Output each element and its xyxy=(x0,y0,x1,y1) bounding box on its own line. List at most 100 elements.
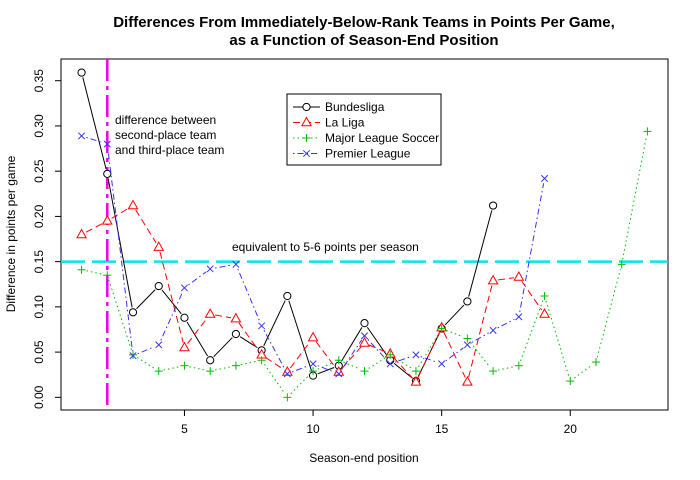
data-point xyxy=(103,271,111,279)
data-point xyxy=(516,314,522,320)
data-point xyxy=(78,266,86,274)
series-segment xyxy=(108,179,132,308)
data-point xyxy=(103,216,112,224)
legend-label: Bundesliga xyxy=(325,100,385,114)
y-tick-label: 0.15 xyxy=(32,250,46,274)
series-segment xyxy=(369,345,386,352)
series-segment xyxy=(289,301,312,371)
series-segment xyxy=(470,342,490,367)
series-segment xyxy=(341,327,362,361)
series-segment xyxy=(161,292,183,340)
data-point xyxy=(361,367,369,375)
data-point xyxy=(489,367,497,375)
y-axis: 0.000.050.100.150.200.250.300.35 xyxy=(32,69,61,409)
series-segment xyxy=(520,183,544,312)
data-point xyxy=(129,351,137,359)
hline-label: equivalent to 5-6 points per season xyxy=(232,240,419,254)
series-segment xyxy=(215,367,231,370)
y-tick-label: 0.10 xyxy=(32,295,46,319)
data-point xyxy=(464,298,471,305)
y-tick-label: 0.05 xyxy=(32,340,46,364)
data-point xyxy=(258,323,264,329)
data-point xyxy=(156,342,162,348)
x-tick-label: 10 xyxy=(306,422,320,436)
series-segment xyxy=(162,290,181,314)
series-segment xyxy=(264,364,284,393)
series-segment xyxy=(444,332,465,377)
series-segment xyxy=(83,77,106,169)
legend-marker xyxy=(303,103,310,110)
data-point xyxy=(515,362,523,370)
series-segment xyxy=(469,285,492,377)
series-la-liga xyxy=(77,201,549,386)
series-segment xyxy=(419,333,440,367)
vline-label-line-3: and third-place team xyxy=(115,143,224,157)
series-segment xyxy=(597,269,620,357)
y-tick-label: 0.00 xyxy=(32,385,46,409)
data-point xyxy=(206,309,215,317)
series-segment xyxy=(137,290,156,309)
series-segment xyxy=(264,330,285,369)
series-segment xyxy=(316,342,336,368)
series-segment xyxy=(86,271,102,274)
series-segment xyxy=(292,366,308,372)
series-segment xyxy=(498,319,515,328)
data-point xyxy=(284,292,291,299)
data-point xyxy=(566,377,574,385)
data-point xyxy=(490,327,496,333)
series-segment xyxy=(290,342,310,368)
data-point xyxy=(181,314,188,321)
series-segment xyxy=(421,356,437,362)
data-point xyxy=(207,357,214,364)
series-segment xyxy=(108,149,133,351)
series-segment xyxy=(266,358,283,370)
data-point xyxy=(104,170,111,177)
legend-label: La Liga xyxy=(325,116,365,130)
y-tick-label: 0.30 xyxy=(32,114,46,138)
series-segment xyxy=(215,315,231,318)
data-point xyxy=(541,292,549,300)
data-point xyxy=(78,133,84,139)
series-segment xyxy=(498,367,514,370)
data-point xyxy=(438,361,444,367)
series-segment xyxy=(498,278,514,280)
y-tick-label: 0.20 xyxy=(32,204,46,228)
data-point xyxy=(489,276,498,284)
data-point xyxy=(490,202,497,209)
data-point xyxy=(180,343,189,351)
y-axis-label: Difference in points per game xyxy=(4,155,18,312)
series-segment xyxy=(574,365,592,378)
data-point xyxy=(463,335,471,343)
series-segment xyxy=(368,340,387,361)
series-segment xyxy=(394,363,412,378)
x-axis-label: Season-end position xyxy=(309,451,418,465)
series-segment xyxy=(187,322,208,356)
data-point xyxy=(361,320,368,327)
x-tick-label: 5 xyxy=(181,422,188,436)
series-segment xyxy=(86,223,103,232)
data-point xyxy=(464,342,470,348)
series-segment xyxy=(189,367,205,370)
data-point xyxy=(412,367,420,375)
data-point xyxy=(463,377,472,385)
data-point xyxy=(541,175,547,181)
data-point xyxy=(232,330,239,337)
series-segment xyxy=(86,137,102,142)
data-point xyxy=(78,69,85,76)
data-point xyxy=(514,272,523,280)
data-point xyxy=(77,230,86,238)
series-segment xyxy=(188,272,206,285)
data-point xyxy=(413,352,419,358)
x-tick-label: 15 xyxy=(435,422,449,436)
data-point xyxy=(360,338,369,346)
series-segment xyxy=(472,333,489,343)
data-point xyxy=(181,285,187,291)
data-point xyxy=(308,333,317,341)
data-point xyxy=(206,367,214,375)
data-point xyxy=(592,358,600,366)
series-segment xyxy=(238,269,260,321)
legend-label: Major League Soccer xyxy=(325,131,439,145)
data-point xyxy=(154,242,163,250)
